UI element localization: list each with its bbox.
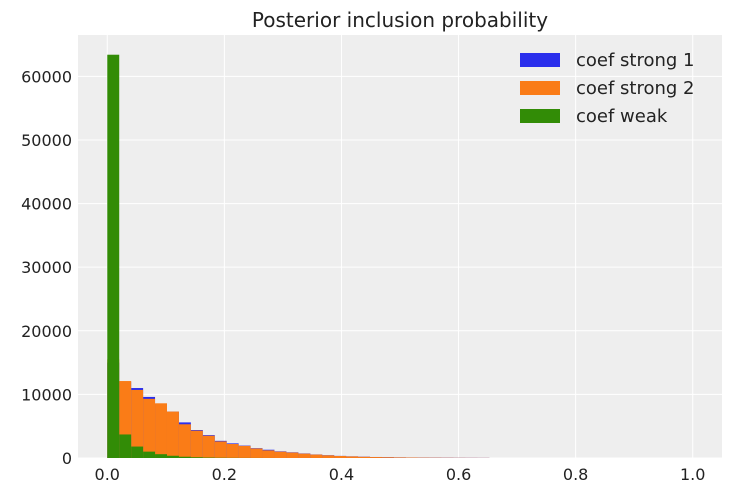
legend-swatch xyxy=(520,53,560,67)
x-tick-label: 0.0 xyxy=(95,465,120,484)
plot-background xyxy=(78,35,722,458)
bar-coef-weak-0 xyxy=(107,54,120,458)
bar-coef-strong-2-4 xyxy=(155,403,167,458)
bar-coef-weak-1 xyxy=(119,434,132,458)
grid-lines xyxy=(78,35,722,459)
bar-coef-strong-2-11 xyxy=(238,445,251,458)
bar-coef-strong-2-15 xyxy=(286,452,299,458)
legend-swatch xyxy=(520,81,560,95)
x-tick-label: 0.6 xyxy=(446,465,471,484)
bar-coef-strong-2-3 xyxy=(143,398,156,458)
legend: coef strong 1 coef strong 2 coef weak xyxy=(520,50,695,127)
bar-coef-strong-2-20 xyxy=(346,456,359,458)
histogram-bars xyxy=(107,54,490,458)
bar-coef-strong-2-2 xyxy=(131,389,144,458)
bar-coef-weak-3 xyxy=(143,451,156,458)
bar-coef-strong-2-21 xyxy=(358,456,371,458)
y-tick-label: 40000 xyxy=(21,195,72,214)
bar-coef-strong-2-5 xyxy=(166,411,179,458)
bar-coef-weak-6 xyxy=(178,456,191,458)
y-axis-ticks: 0 10000 20000 30000 40000 50000 60000 xyxy=(21,67,72,468)
legend-label: coef weak xyxy=(576,106,668,127)
bar-coef-strong-2-14 xyxy=(274,451,287,458)
bar-coef-strong-2-22 xyxy=(370,457,382,458)
x-tick-label: 0.4 xyxy=(329,465,354,484)
x-tick-label: 1.0 xyxy=(680,465,705,484)
bar-coef-strong-2-13 xyxy=(262,450,275,458)
x-tick-label: 0.8 xyxy=(563,465,588,484)
bar-coef-strong-2-17 xyxy=(310,454,323,458)
bar-coef-strong-2-7 xyxy=(190,430,203,458)
bar-coef-strong-2-24 xyxy=(393,457,406,458)
bar-coef-strong-2-9 xyxy=(214,441,227,458)
y-tick-label: 50000 xyxy=(21,131,72,150)
bar-coef-weak-5 xyxy=(166,455,179,458)
y-tick-label: 30000 xyxy=(21,258,72,277)
bar-coef-strong-2-23 xyxy=(381,457,394,458)
chart-title: Posterior inclusion probability xyxy=(252,8,548,32)
bar-coef-weak-7 xyxy=(190,457,203,458)
bar-coef-strong-2-16 xyxy=(298,453,311,458)
y-tick-label: 20000 xyxy=(21,322,72,341)
y-tick-label: 0 xyxy=(62,449,72,468)
x-axis-ticks: 0.0 0.2 0.4 0.6 0.8 1.0 xyxy=(95,465,706,484)
legend-swatch xyxy=(520,109,560,123)
bar-coef-weak-2 xyxy=(131,446,144,458)
legend-label: coef strong 1 xyxy=(576,50,695,71)
y-tick-label: 10000 xyxy=(21,385,72,404)
bar-coef-strong-2-8 xyxy=(202,435,215,458)
bar-coef-weak-4 xyxy=(155,454,167,458)
y-tick-label: 60000 xyxy=(21,67,72,86)
bar-coef-strong-2-10 xyxy=(226,444,239,458)
bar-coef-strong-2-12 xyxy=(250,448,263,458)
x-tick-label: 0.2 xyxy=(212,465,237,484)
bar-coef-strong-2-18 xyxy=(322,455,335,458)
bar-coef-strong-2-19 xyxy=(334,455,347,458)
bar-coef-strong-2-6 xyxy=(178,424,191,458)
legend-label: coef strong 2 xyxy=(576,78,695,99)
bar-coef-strong-2-1 xyxy=(119,381,132,458)
